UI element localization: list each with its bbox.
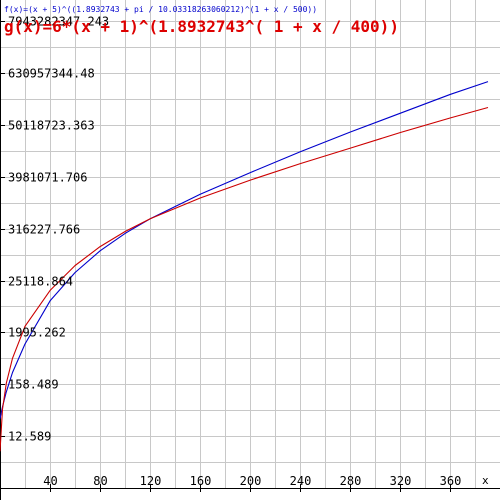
y-tick-label: 7943282347.243 xyxy=(8,15,109,29)
y-tick-label: 1995.262 xyxy=(8,326,66,340)
f-series-line xyxy=(0,81,489,419)
g-series-line xyxy=(0,106,489,452)
x-tick-label: 360 xyxy=(440,474,462,488)
x-tick-label: 80 xyxy=(93,474,107,488)
x-tick-label: 40 xyxy=(43,474,57,488)
x-tick-label: 160 xyxy=(190,474,212,488)
x-tick-label: 280 xyxy=(340,474,362,488)
f-title: f(x)=(x + 5)^((1.8932743 + pi / 10.03318… xyxy=(4,5,317,14)
series-group xyxy=(0,81,489,452)
g-title: g(x)=6*(x + 1)^(1.8932743^( 1 + x / 400)… xyxy=(4,17,399,36)
y-tick-label: 12.589 xyxy=(8,430,51,444)
x-tick-label: 240 xyxy=(290,474,312,488)
x-tick-label: 120 xyxy=(140,474,162,488)
y-tick-label: 3981071.706 xyxy=(8,171,87,185)
x-tick-label: 320 xyxy=(390,474,412,488)
grid xyxy=(0,0,500,488)
y-tick-label: 316227.766 xyxy=(8,223,80,237)
y-tick-label: 25118.864 xyxy=(8,275,73,289)
x-axis-label: x xyxy=(482,474,489,487)
tick-labels: 40 80 120 160 200 240 280 320 360 12.589 158.489 19… xyxy=(8,15,461,489)
y-tick-label: 158.489 xyxy=(8,378,59,392)
x-tick-label: 200 xyxy=(240,474,262,488)
y-tick-label: 630957344.48 xyxy=(8,67,95,81)
y-tick-label: 50118723.363 xyxy=(8,119,95,133)
